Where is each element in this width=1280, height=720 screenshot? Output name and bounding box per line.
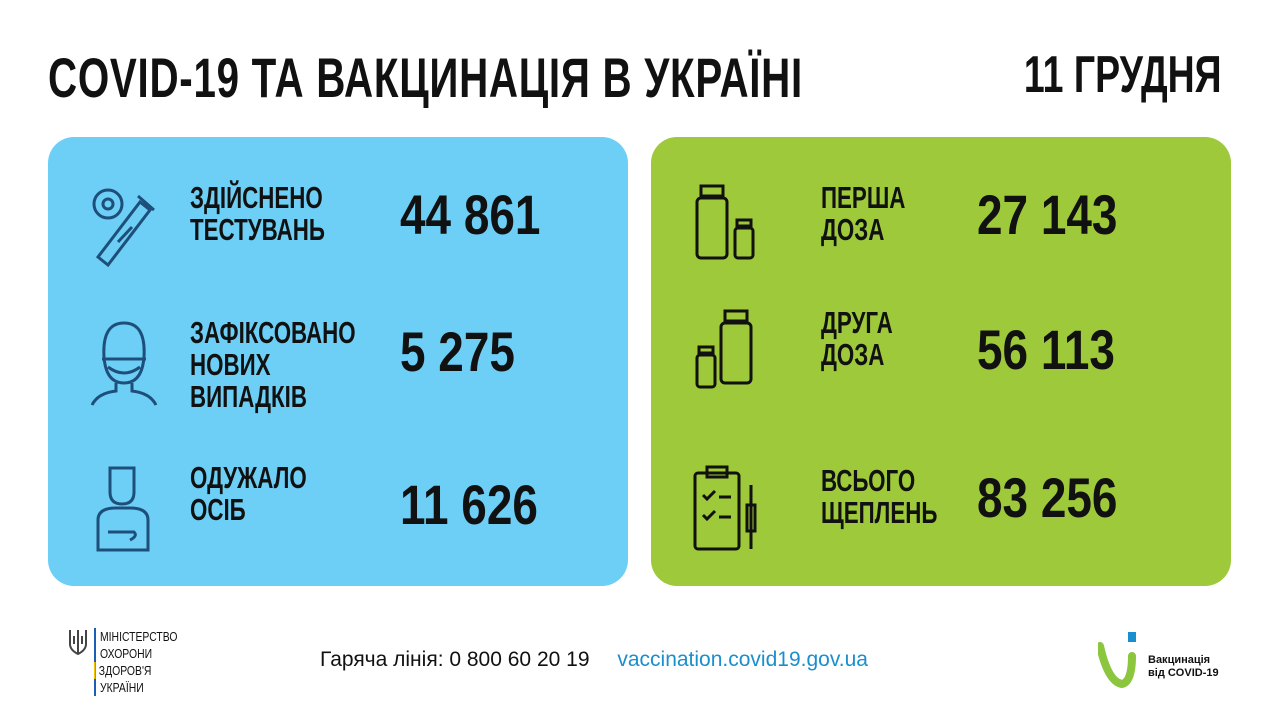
first-dose-value: 27 143 <box>977 183 1118 246</box>
covid-stats-panel: ЗДІЙСНЕНО ТЕСТУВАНЬ 44 861 ЗАФІКСОВАНО НОВ… <box>48 137 628 586</box>
recovered-value: 11 626 <box>400 473 538 536</box>
website-link[interactable]: vaccination.covid19.gov.ua <box>617 648 868 671</box>
test-tube-virus-icon <box>92 188 155 268</box>
footer: Гаряча лінія: 0 800 60 20 19 vaccination… <box>320 648 868 672</box>
hotline-text: Гаряча лінія: 0 800 60 20 19 <box>320 648 590 671</box>
vaccine-vials-icon <box>695 184 755 260</box>
recovered-person-icon <box>96 466 150 552</box>
v-logo-icon <box>1096 632 1136 689</box>
tests-value: 44 861 <box>400 183 541 246</box>
new-cases-value: 5 275 <box>400 320 515 383</box>
vaccination-campaign-logo: Вакцинація від COVID-19 <box>1096 632 1219 693</box>
vaccination-stats-panel: ПЕРША ДОЗА 27 143 ДРУГА ДОЗА 56 113 ВСЬОГО… <box>651 137 1231 586</box>
total-vaccinations-value: 83 256 <box>977 466 1118 529</box>
ministry-logo: МІНІСТЕРСТВО ОХОРОНИ ЗДОРОВ'Я УКРАЇНИ <box>68 628 177 696</box>
second-dose-value: 56 113 <box>977 318 1115 381</box>
trident-icon <box>69 630 87 656</box>
date: 11 ГРУДНЯ <box>1024 46 1222 104</box>
page-title: COVID-19 ТА ВАКЦИНАЦІЯ В УКРАЇНІ <box>48 46 803 109</box>
clipboard-syringe-icon <box>693 465 757 551</box>
masked-person-icon <box>90 321 158 406</box>
vaccine-vials-icon <box>695 309 753 389</box>
